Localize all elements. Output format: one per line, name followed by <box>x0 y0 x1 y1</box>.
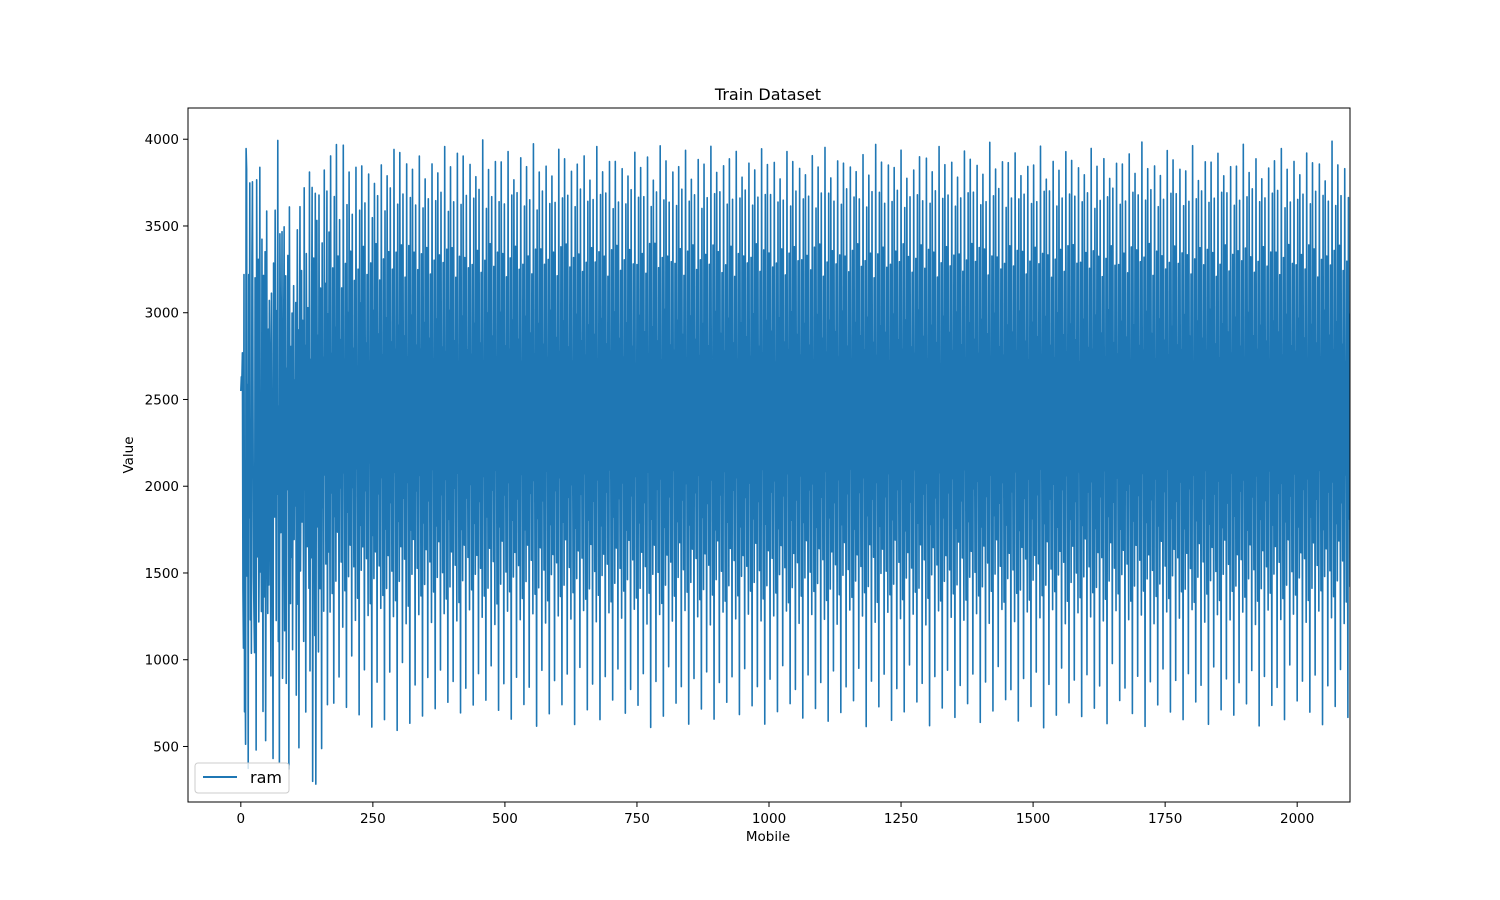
y-axis-label: Value <box>121 436 137 473</box>
x-tick-label: 750 <box>624 811 650 827</box>
x-tick-label: 1000 <box>752 811 786 827</box>
chart-title: Train Dataset <box>714 85 821 104</box>
y-tick-label: 2000 <box>145 479 179 495</box>
y-axis: 500 1000 1500 2000 2500 3000 3500 4000 <box>145 132 188 755</box>
x-axis-label: Mobile <box>746 829 790 845</box>
legend-box <box>194 762 290 794</box>
x-axis: 0 250 500 750 1000 1250 1500 1750 2000 <box>237 802 1314 827</box>
y-tick-label: 3500 <box>145 219 179 235</box>
x-tick-label: 500 <box>492 811 518 827</box>
x-tick-label: 1750 <box>1148 811 1182 827</box>
y-tick-label: 1500 <box>145 566 179 582</box>
x-tick-label: 1500 <box>1016 811 1050 827</box>
series-line-ram <box>240 139 1350 785</box>
legend: ram <box>194 762 290 794</box>
x-tick-label: 0 <box>237 811 246 827</box>
y-tick-label: 4000 <box>145 132 179 148</box>
series-group <box>240 139 1350 785</box>
x-tick-label: 1250 <box>884 811 918 827</box>
x-tick-label: 2000 <box>1280 811 1314 827</box>
legend-label-ram: ram <box>250 768 282 787</box>
y-tick-label: 500 <box>153 739 179 755</box>
y-tick-label: 2500 <box>145 392 179 408</box>
x-tick-label: 250 <box>360 811 386 827</box>
y-tick-label: 3000 <box>145 306 179 322</box>
y-tick-label: 1000 <box>145 653 179 669</box>
